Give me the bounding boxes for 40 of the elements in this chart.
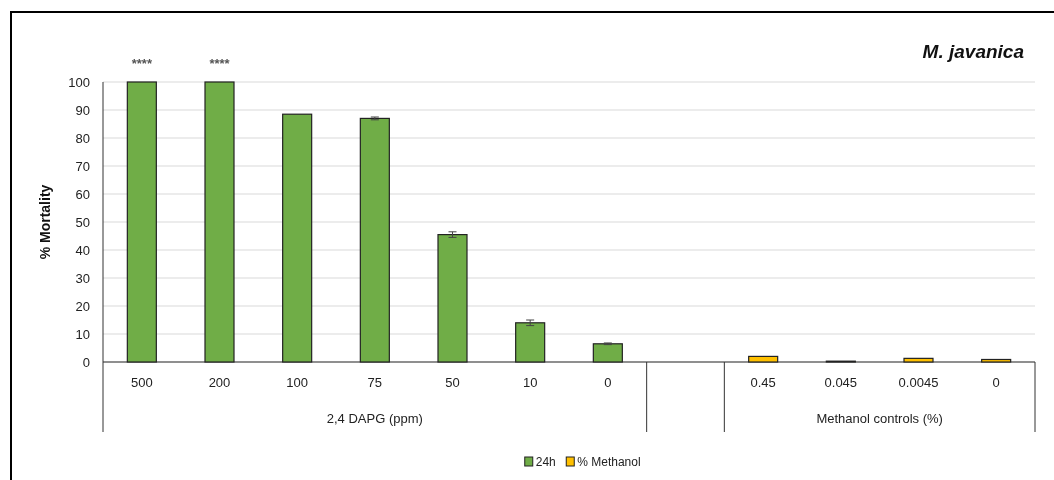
y-tick-label: 90 [75,102,90,118]
annotation: **** [131,56,153,71]
bar [126,81,157,363]
y-tick-label: 20 [75,298,90,314]
annotation: **** [209,56,231,71]
y-tick-label: 100 [68,74,90,90]
y-tick-label: 30 [75,270,90,286]
text: Methanol controls (%) [816,411,943,426]
bar [282,113,313,363]
chart-title: M. javanica [922,41,1025,62]
bar [204,81,235,363]
x-tick-label: 0 [604,375,612,390]
y-tick-label: 10 [75,326,90,342]
x-tick-label: 200 [208,375,231,390]
x-tick-label: 10 [522,375,538,390]
bar [903,357,934,363]
legend-label: % Methanol [577,455,641,470]
bar [592,343,623,363]
text: 2,4 DAPG (ppm) [326,411,423,426]
bar [515,322,546,363]
x-tick-label: 0.45 [750,375,776,390]
x-tick-label: 0.045 [824,375,858,390]
x-tick-label: 0 [992,375,1000,390]
x-tick-label: 0.0045 [898,375,939,390]
y-tick-label: 40 [75,242,90,258]
y-tick-label: 0 [82,354,90,370]
y-tick-label: 60 [75,186,90,202]
x-tick-label: 100 [286,375,309,390]
y-tick-label: 70 [75,158,90,174]
bar [359,117,390,363]
bar [748,355,779,363]
bar [981,358,1012,363]
y-axis-title: % Mortality [37,184,53,260]
bar [437,234,468,363]
y-tick-label: 50 [75,214,90,230]
y-tick-label: 80 [75,130,90,146]
x-tick-label: 75 [367,375,383,390]
legend-label: 24h [535,455,556,470]
x-tick-label: 50 [445,375,460,390]
x-tick-label: 500 [130,375,153,390]
